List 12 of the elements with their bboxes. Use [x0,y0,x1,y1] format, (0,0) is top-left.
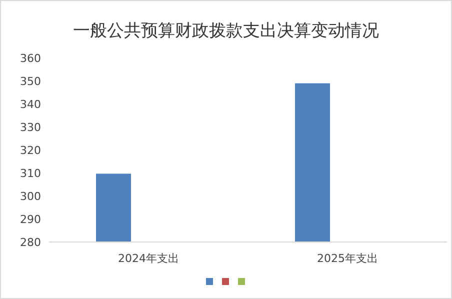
x-tick-label: 2025年支出 [317,252,378,265]
y-tick-label: 340 [20,98,41,111]
y-tick-label: 320 [20,144,41,157]
y-tick-label: 360 [20,52,41,65]
y-tick-label: 310 [20,167,41,180]
x-tick-label: 2024年支出 [118,252,179,265]
y-tick-label: 330 [20,121,41,134]
y-tick-label: 280 [20,236,41,249]
y-tick-label: 350 [20,75,41,88]
y-tick-label: 300 [20,190,41,203]
y-tick-label: 290 [20,213,41,226]
chart-title: 一般公共预算财政拨款支出决算变动情况 [73,21,379,41]
